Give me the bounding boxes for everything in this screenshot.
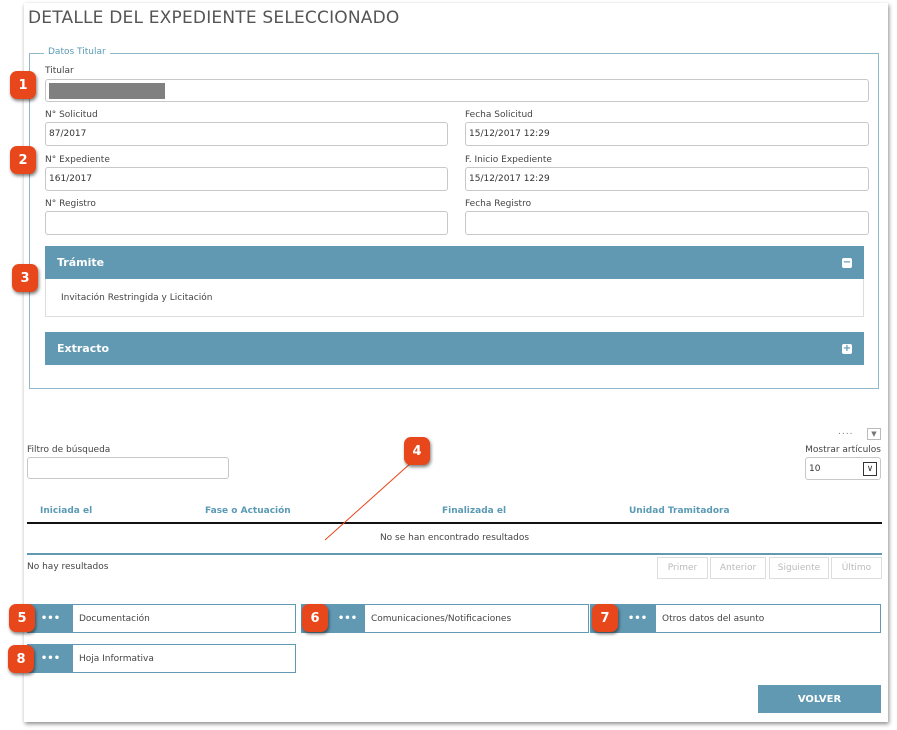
callout-badge-2: 2	[10, 146, 36, 174]
show-value: 10	[809, 463, 821, 474]
fecha-registro-label: Fecha Registro	[465, 199, 532, 209]
callout-badge-5: 5	[9, 604, 35, 632]
extracto-label: Extracto	[57, 342, 110, 355]
callout-badge-8: 8	[8, 645, 34, 673]
table-header-divider	[27, 522, 882, 524]
fecha-registro-input[interactable]	[465, 211, 869, 235]
collapse-icon[interactable]: −	[842, 256, 852, 268]
fecha-solicitud-label: Fecha Solicitud	[465, 110, 533, 120]
documentacion-button[interactable]: ••• Documentación	[27, 604, 296, 633]
show-select[interactable]: 10 ∨	[805, 457, 881, 480]
filter-label: Filtro de búsqueda	[27, 445, 111, 455]
action-label: Comunicaciones/Notificaciones	[371, 613, 512, 624]
registro-label: N° Registro	[45, 199, 96, 209]
solicitud-label: N° Solicitud	[45, 110, 98, 120]
callout-badge-1: 1	[10, 71, 36, 99]
titular-input[interactable]	[45, 79, 869, 102]
menu-dropdown-icon[interactable]: ▼	[867, 428, 881, 440]
comunicaciones-button[interactable]: ••• Comunicaciones/Notificaciones	[301, 604, 589, 633]
tramite-header[interactable]: Trámite −	[45, 246, 864, 279]
pager-last[interactable]: Último	[831, 557, 882, 579]
more-icon: •••	[28, 645, 73, 672]
table-footer-divider	[27, 553, 882, 555]
titular-label: Titular	[45, 66, 74, 76]
callout-badge-3: 3	[12, 264, 38, 292]
callout-badge-7: 7	[592, 604, 618, 632]
registro-input[interactable]	[45, 211, 448, 235]
inicio-label: F. Inicio Expediente	[465, 155, 552, 165]
table-status: No hay resultados	[27, 562, 109, 572]
col-fase[interactable]: Fase o Actuación	[205, 506, 291, 516]
solicitud-input[interactable]: 87/2017	[45, 122, 448, 146]
chevron-down-icon: ∨	[863, 461, 877, 476]
tramite-body: Invitación Restringida y Licitación	[45, 279, 864, 317]
pager-previous[interactable]: Anterior	[710, 557, 766, 579]
col-finalizada[interactable]: Finalizada el	[442, 506, 507, 516]
action-label: Hoja Informativa	[79, 653, 154, 664]
pager-first[interactable]: Primer	[657, 557, 708, 579]
inicio-input[interactable]: 15/12/2017 12:29	[465, 167, 869, 191]
redacted-value	[49, 82, 165, 99]
datos-titular-fieldset	[29, 53, 879, 389]
more-icon: •••	[28, 605, 73, 632]
col-iniciada[interactable]: Iniciada el	[40, 506, 93, 516]
tramite-content: Invitación Restringida y Licitación	[61, 293, 213, 303]
show-label: Mostrar artículos	[805, 445, 881, 455]
expediente-label: N° Expediente	[45, 155, 110, 165]
pager-next[interactable]: Siguiente	[769, 557, 829, 579]
action-label: Otros datos del asunto	[662, 613, 765, 624]
hoja-informativa-button[interactable]: ••• Hoja Informativa	[27, 644, 296, 673]
action-label: Documentación	[79, 613, 150, 624]
callout-badge-4: 4	[404, 437, 430, 465]
extracto-header[interactable]: Extracto +	[45, 332, 864, 365]
expand-icon[interactable]: +	[842, 342, 852, 354]
filter-input[interactable]	[27, 457, 229, 479]
empty-message: No se han encontrado resultados	[379, 533, 530, 543]
fecha-solicitud-input[interactable]: 15/12/2017 12:29	[465, 122, 869, 146]
fieldset-legend: Datos Titular	[44, 47, 110, 57]
callout-badge-6: 6	[302, 604, 328, 632]
volver-button[interactable]: VOLVER	[758, 685, 881, 713]
tramite-label: Trámite	[57, 256, 105, 269]
expediente-input[interactable]: 161/2017	[45, 167, 448, 191]
page-title: DETALLE DEL EXPEDIENTE SELECCIONADO	[28, 8, 400, 28]
col-unidad[interactable]: Unidad Tramitadora	[629, 506, 730, 516]
menu-dots[interactable]: ....	[838, 427, 854, 437]
